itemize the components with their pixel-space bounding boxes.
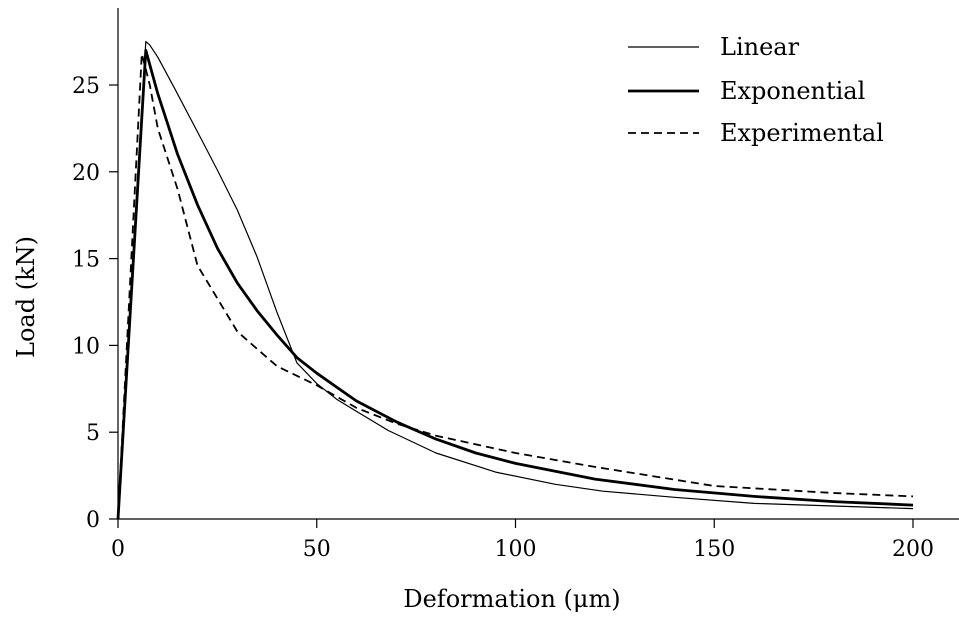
y-axis-label: Load (kN) bbox=[12, 236, 40, 358]
legend-label-exponential: Exponential bbox=[720, 77, 865, 105]
y-tick-label: 20 bbox=[72, 161, 100, 186]
x-axis-label: Deformation (μm) bbox=[403, 585, 620, 613]
legend-label-linear: Linear bbox=[720, 33, 800, 61]
y-tick-label: 10 bbox=[72, 334, 100, 359]
y-tick-label: 25 bbox=[72, 74, 100, 99]
series-lines bbox=[116, 40, 914, 520]
y-tick-label: 5 bbox=[86, 421, 100, 446]
y-tick-label: 15 bbox=[72, 248, 100, 273]
x-ticks: 0 50 100 150 200 bbox=[111, 519, 934, 562]
axes bbox=[117, 8, 959, 520]
y-tick-label: 0 bbox=[86, 508, 100, 533]
x-tick-label: 50 bbox=[303, 537, 331, 562]
series-line-linear bbox=[117, 40, 914, 520]
x-tick-label: 200 bbox=[892, 537, 934, 562]
legend: Linear Exponential Experimental bbox=[628, 33, 884, 147]
y-ticks: 0 5 10 15 20 25 bbox=[72, 74, 118, 533]
series-line-exponential bbox=[116, 48, 914, 520]
series-line-experimental bbox=[117, 52, 914, 520]
x-tick-label: 150 bbox=[693, 537, 735, 562]
x-tick-label: 100 bbox=[495, 537, 537, 562]
x-tick-label: 0 bbox=[111, 537, 125, 562]
legend-label-experimental: Experimental bbox=[720, 119, 884, 147]
